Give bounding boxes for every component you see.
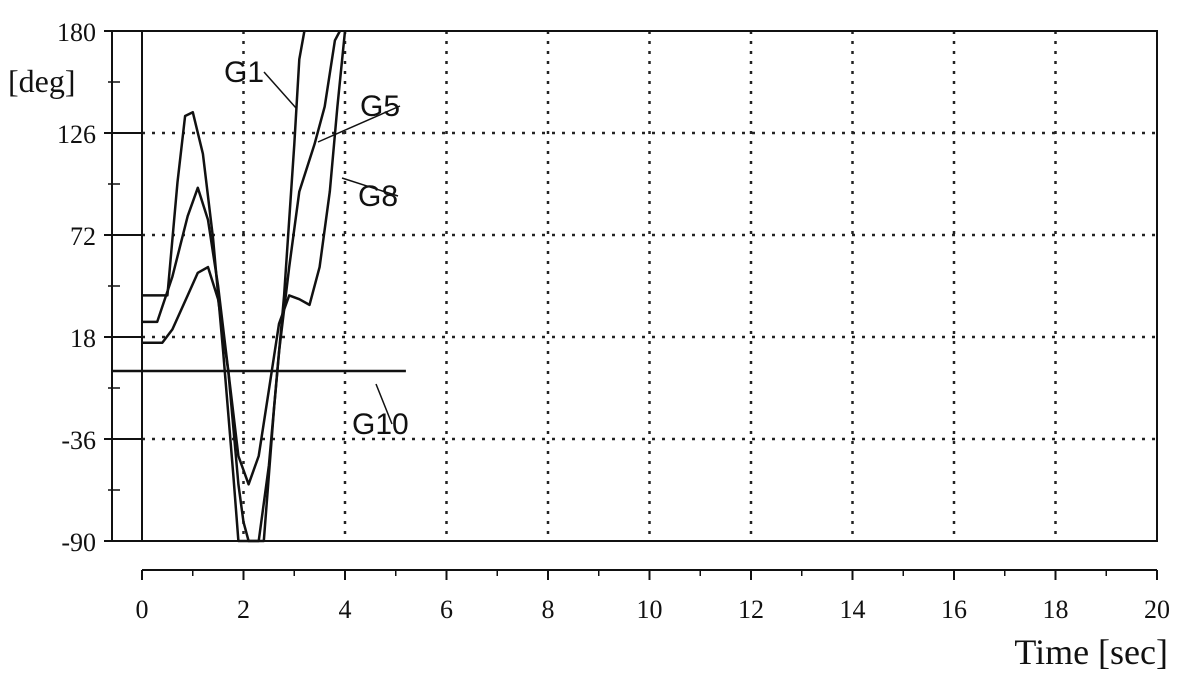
series-label-leader xyxy=(375,383,393,425)
y-axis: 180 126 72 18 -36 -90 xyxy=(57,18,142,557)
series-line-g8 xyxy=(142,30,347,486)
y-tick-label: 72 xyxy=(70,222,96,251)
x-axis-label: Time [sec] xyxy=(1014,632,1168,672)
grid xyxy=(142,31,1157,541)
x-tick-label: 16 xyxy=(941,595,967,624)
series-label-g8: G8 xyxy=(358,180,398,213)
series-line-g1 xyxy=(142,30,306,543)
series-lines xyxy=(111,30,406,543)
series-line-g5 xyxy=(142,30,342,543)
y-tick-label: -90 xyxy=(61,528,96,557)
series-label-leader xyxy=(341,177,399,197)
plot-frame xyxy=(141,30,1158,542)
x-tick-label: 2 xyxy=(237,595,250,624)
x-tick-label: 10 xyxy=(637,595,663,624)
x-tick-label: 20 xyxy=(1144,595,1170,624)
y-tick-label: 180 xyxy=(57,18,96,47)
x-tick-label: 14 xyxy=(840,595,866,624)
y-tick-label: 18 xyxy=(70,324,96,353)
series-label-g1: G1 xyxy=(224,56,264,89)
y-tick-label: 126 xyxy=(57,120,96,149)
series-labels: G1 G5 G8 G10 xyxy=(224,56,409,441)
x-tick-label: 12 xyxy=(738,595,764,624)
series-label-g10: G10 xyxy=(352,408,409,441)
x-tick-label: 18 xyxy=(1043,595,1069,624)
y-tick-label: -36 xyxy=(61,426,96,455)
x-axis: 0 2 4 6 8 10 12 14 16 18 20 xyxy=(136,569,1170,624)
plot-border xyxy=(141,30,1158,542)
y-axis-label: [deg] xyxy=(8,63,76,99)
series-label-leader xyxy=(263,71,297,109)
series-label-leader xyxy=(317,105,401,143)
x-tick-label: 4 xyxy=(339,595,352,624)
x-tick-label: 0 xyxy=(136,595,149,624)
x-tick-label: 6 xyxy=(440,595,453,624)
series-label-g5: G5 xyxy=(360,90,400,123)
x-tick-label: 8 xyxy=(542,595,555,624)
